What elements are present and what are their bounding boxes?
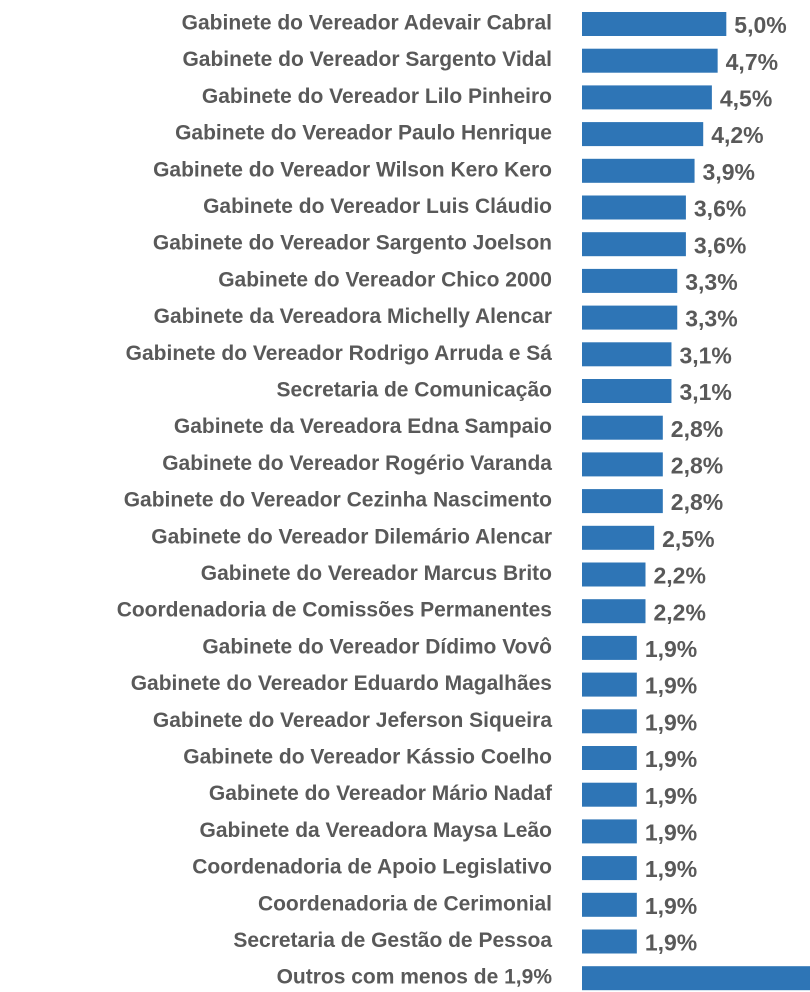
value-label: 3,6% (694, 232, 746, 258)
value-label: 1,9% (645, 709, 697, 735)
value-label: 2,8% (671, 489, 723, 515)
category-label: Gabinete do Vereador Wilson Kero Kero (153, 158, 552, 181)
value-label: 3,9% (703, 159, 755, 185)
bar (582, 415, 663, 440)
category-label: Coordenadoria de Apoio Legislativo (192, 856, 552, 879)
category-label: Gabinete do Vereador Mário Nadaf (209, 782, 553, 805)
value-label: 1,9% (645, 856, 697, 882)
value-label: 3,1% (679, 379, 731, 405)
category-label: Gabinete do Vereador Luis Cláudio (203, 195, 552, 218)
category-label: Coordenadoria de Cerimonial (258, 892, 552, 915)
bar (582, 379, 672, 403)
category-label: Gabinete do Vereador Adevair Cabral (182, 12, 552, 35)
bar (582, 856, 637, 881)
category-label: Gabinete do Vereador Rogério Varanda (162, 452, 552, 475)
bar (582, 892, 637, 917)
category-label: Gabinete da Vereadora Michelly Alencar (154, 305, 552, 328)
bar (582, 782, 637, 807)
category-label: Gabinete do Vereador Dilemário Alencar (151, 525, 552, 548)
bar (582, 525, 655, 550)
category-label: Coordenadoria de Comissões Permanentes (117, 599, 552, 622)
category-label: Gabinete do Vereador Sargento Vidal (182, 48, 552, 71)
category-label: Gabinete do Vereador Lilo Pinheiro (202, 85, 552, 108)
bar (582, 232, 686, 257)
category-label: Gabinete do Vereador Dídimo Vovô (202, 635, 552, 658)
value-label: 2,8% (671, 452, 723, 478)
value-label: 1,9% (645, 673, 697, 699)
bar (582, 819, 637, 844)
value-label: 2,8% (671, 416, 723, 442)
value-label: 4,5% (720, 85, 772, 111)
bar (582, 966, 810, 991)
value-label: 1,9% (645, 819, 697, 845)
bar (582, 489, 663, 514)
value-label: 3,1% (679, 342, 731, 368)
value-label: 2,2% (653, 563, 705, 589)
value-label: 1,9% (645, 893, 697, 919)
category-label: Gabinete da Vereadora Edna Sampaio (174, 415, 552, 438)
value-label: 2,2% (653, 599, 705, 625)
value-label: 4,2% (711, 122, 763, 148)
value-label: 3,3% (685, 306, 737, 332)
category-label: Gabinete do Vereador Marcus Brito (201, 562, 552, 585)
bar (582, 929, 637, 954)
bar (582, 85, 712, 110)
value-label: 3,6% (694, 196, 746, 222)
value-label: 4,7% (726, 49, 778, 75)
bar (582, 158, 695, 183)
bar (582, 305, 678, 330)
bar (582, 122, 704, 147)
category-label: Gabinete do Vereador Eduardo Magalhães (131, 672, 552, 695)
category-label: Gabinete do Vereador Paulo Henrique (175, 122, 552, 145)
category-label: Gabinete da Vereadora Maysa Leão (200, 819, 553, 842)
bar (582, 342, 672, 367)
category-label: Gabinete do Vereador Rodrigo Arruda e Sá (126, 342, 553, 365)
bar (582, 195, 686, 220)
value-label: 3,3% (685, 269, 737, 295)
bar (582, 635, 637, 660)
category-label: Gabinete do Vereador Kássio Coelho (183, 746, 552, 769)
category-label: Outros com menos de 1,9% (277, 966, 553, 989)
bar (582, 599, 646, 624)
value-label: 1,9% (645, 930, 697, 956)
value-label: 5,0% (734, 12, 786, 38)
bar (582, 672, 637, 697)
bar (582, 48, 718, 73)
bar (582, 709, 637, 734)
category-label: Gabinete do Vereador Sargento Joelson (153, 232, 552, 255)
category-label: Secretaria de Comunicação (277, 379, 552, 402)
bar (582, 268, 678, 293)
value-label: 1,9% (645, 636, 697, 662)
category-label: Gabinete do Vereador Chico 2000 (218, 268, 552, 291)
category-label: Secretaria de Gestão de Pessoa (233, 929, 552, 952)
value-label: 1,9% (645, 783, 697, 809)
bar (582, 562, 646, 587)
bar (582, 452, 663, 477)
bar (582, 746, 637, 770)
category-label: Gabinete do Vereador Jeferson Siqueira (153, 709, 552, 732)
value-label: 2,5% (662, 526, 714, 552)
value-label: 1,9% (645, 746, 697, 772)
bar (582, 12, 727, 36)
category-label: Gabinete do Vereador Cezinha Nascimento (124, 489, 552, 512)
